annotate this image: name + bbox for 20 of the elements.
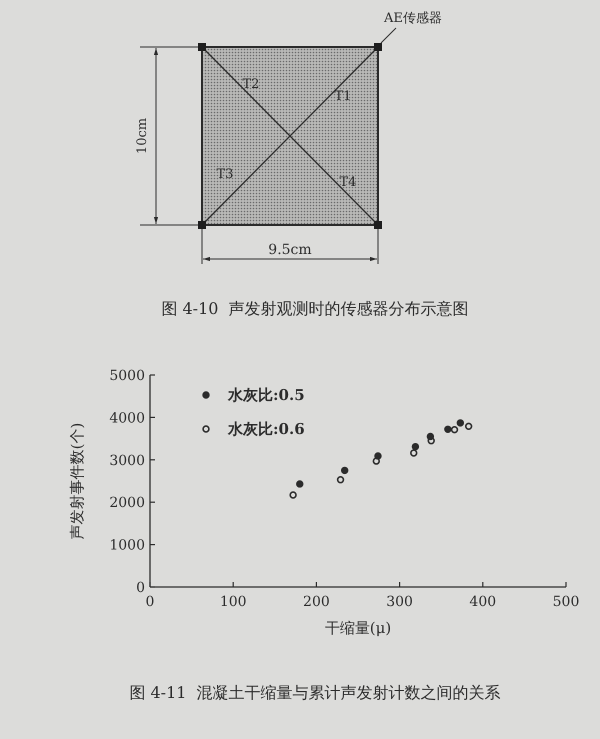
- text: AE传感器: [383, 11, 442, 26]
- text: 图 4-10 声发射观测时的传感器分布示意图: [161, 299, 469, 318]
- text: 10cm: [135, 118, 150, 154]
- y-tick-label: 3000: [109, 452, 145, 469]
- x-tick-label: 300: [386, 594, 413, 610]
- y-tick-label: 5000: [109, 368, 145, 384]
- legend-label: 水灰比:0.5: [227, 386, 305, 404]
- x-tick-label: 500: [552, 594, 580, 610]
- x-tick-label: 100: [220, 594, 247, 610]
- y-axis-title: 声发射事件数(个): [68, 422, 86, 540]
- text: 9.5cm: [268, 242, 312, 258]
- legend-label: 水灰比:0.6: [227, 420, 305, 438]
- x-tick-label: 200: [303, 594, 330, 610]
- y-tick-label: 1000: [109, 538, 145, 554]
- y-tick-label: 4000: [109, 410, 145, 426]
- text: 图 4-11 混凝土干缩量与累计声发射计数之间的关系: [129, 683, 501, 702]
- y-tick-label: 2000: [109, 495, 145, 512]
- y-tick-label: 0: [136, 580, 145, 596]
- x-tick-label: 400: [469, 594, 496, 610]
- x-axis-title: 干缩量(μ): [324, 619, 392, 637]
